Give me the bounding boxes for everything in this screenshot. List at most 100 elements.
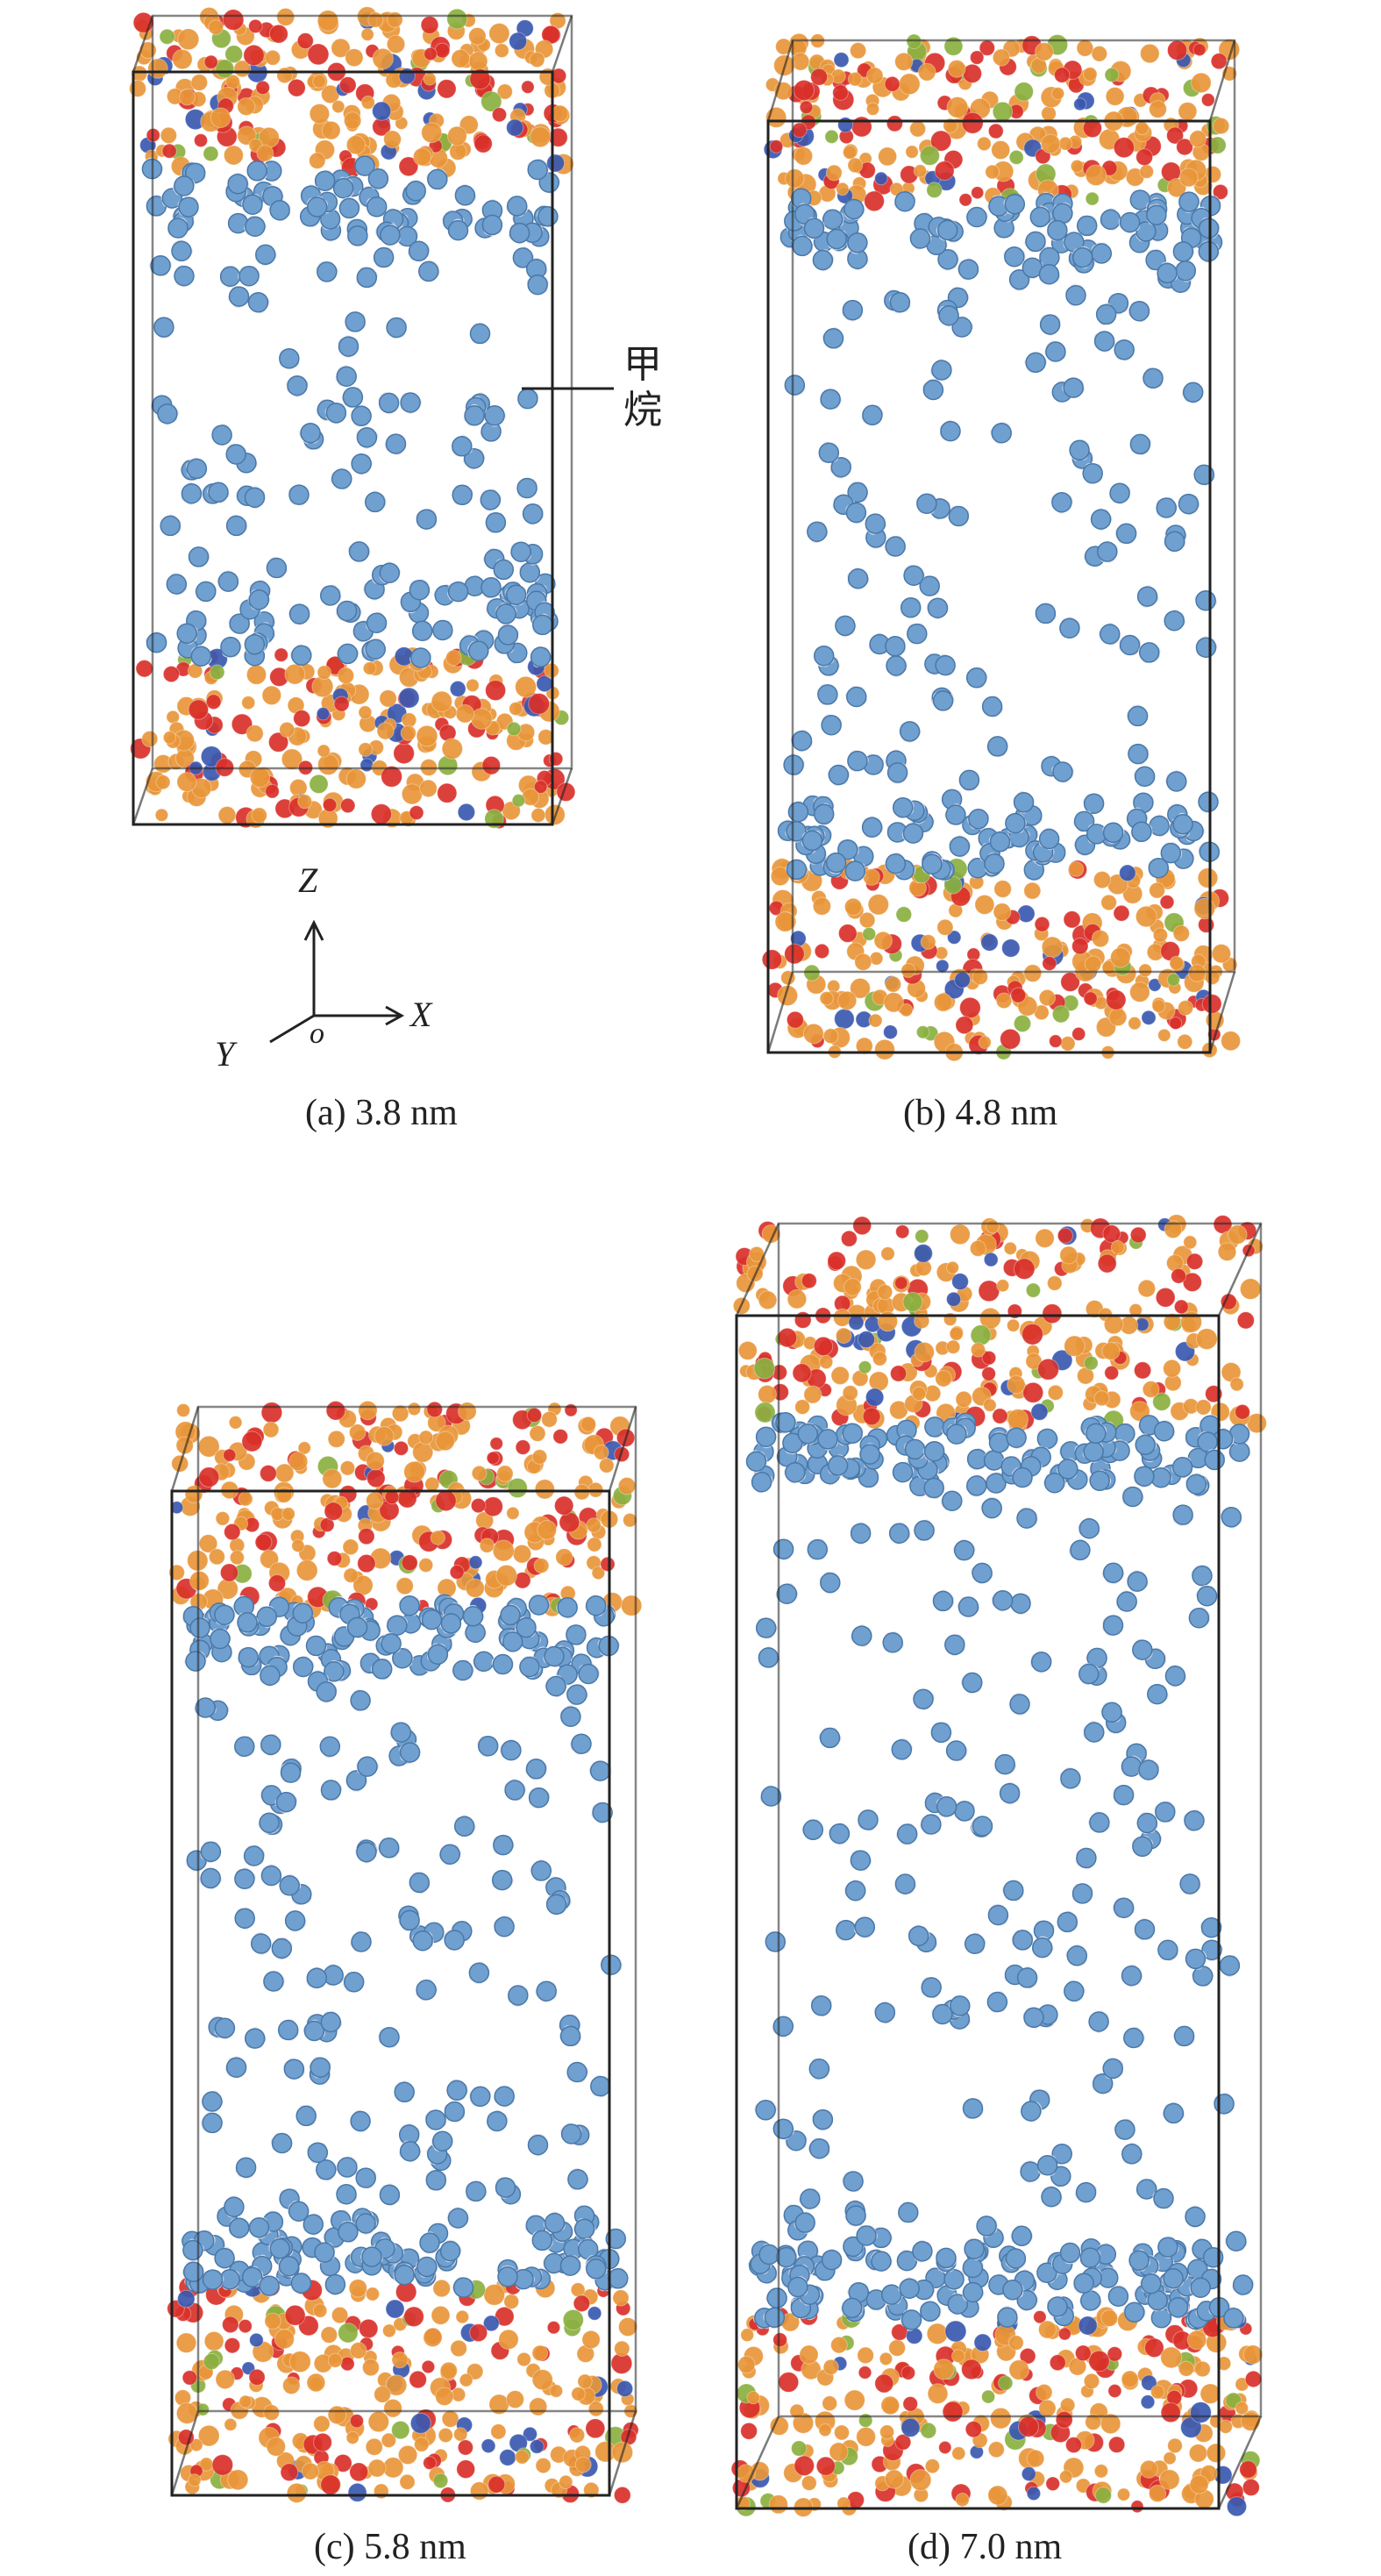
wall-atom [203, 146, 219, 162]
wall-atom [338, 2323, 359, 2344]
wall-atom [432, 2279, 452, 2298]
methane-molecule [893, 190, 916, 212]
wall-atom [470, 1497, 487, 1514]
carbon-atom [378, 392, 400, 414]
carbon-atom [822, 328, 844, 349]
methane-adsorbed-layer-lower [777, 788, 1221, 881]
carbon-atom [305, 1635, 327, 1657]
wall-atom [570, 2282, 586, 2298]
wall-atom [275, 1487, 293, 1503]
methane-molecule [1071, 246, 1093, 269]
wall-atom [503, 2294, 520, 2310]
methane-molecule [981, 696, 1003, 717]
wall-atom [261, 685, 282, 706]
carbon-atom [1198, 241, 1220, 262]
wall-atom [574, 2456, 592, 2473]
wall-atom [499, 2449, 516, 2466]
wall-atom [437, 79, 457, 99]
carbon-atom [927, 597, 949, 618]
carbon-atom [1172, 241, 1194, 262]
carbon-atom [364, 491, 386, 513]
wall-atom [1135, 905, 1157, 928]
carbon-atom [1083, 793, 1105, 815]
carbon-atom [1065, 284, 1086, 306]
wall-atom [435, 1431, 456, 1452]
wall-atom [1189, 130, 1207, 148]
methane-molecule [467, 640, 489, 661]
wall-atom [208, 19, 224, 35]
wall-atom [200, 746, 223, 767]
carbon-atom [1029, 206, 1051, 228]
carbon-atom [351, 405, 372, 426]
wall-atom [1070, 159, 1085, 174]
methane-molecule [1059, 617, 1080, 639]
methane-molecule [1133, 766, 1156, 788]
carbon-atom [1166, 771, 1187, 792]
methane-molecule [1129, 433, 1152, 456]
methane-molecule [1076, 215, 1098, 237]
carbon-atom [1069, 439, 1090, 461]
wall-atom [435, 2387, 454, 2407]
wall-atom [799, 100, 814, 115]
wall-atom [243, 44, 265, 67]
carbon-atom [345, 311, 366, 332]
carbon-atom [227, 173, 248, 195]
wall-atom [1008, 149, 1024, 165]
carbon-atom [336, 600, 358, 622]
wall-atom [367, 11, 384, 28]
wall-atom [612, 2289, 630, 2307]
carbon-atom [331, 468, 352, 489]
wall-atom [1172, 924, 1191, 943]
wall-atom [587, 1537, 602, 1552]
carbon-atom [288, 484, 310, 505]
methane-molecule [472, 1651, 495, 1673]
methane-molecule [939, 419, 961, 442]
wall-atom [155, 774, 171, 790]
wall-atom [447, 125, 467, 146]
wall-atom [266, 2437, 286, 2457]
methane-molecule [485, 512, 507, 533]
carbon-atom [214, 1604, 235, 1625]
wall-atom [1041, 105, 1057, 122]
carbon-atom [894, 190, 915, 212]
wall-atom [141, 731, 159, 747]
carbon-atom [447, 581, 469, 603]
methane-molecule [1069, 439, 1090, 461]
methane-molecule [1024, 231, 1047, 253]
wall-atom [466, 678, 480, 693]
carbon-atom [385, 433, 407, 454]
wall-atom [600, 1556, 616, 1573]
wall-atom [348, 2279, 367, 2298]
wall-atom [1051, 87, 1065, 101]
wall-atom [995, 992, 1013, 1010]
wall-atom [224, 2337, 241, 2354]
wall-atom [473, 134, 493, 153]
wall-atom [992, 101, 1014, 123]
wall-atom [289, 778, 308, 797]
wall-atom [208, 1548, 225, 1566]
wall-atom [491, 107, 508, 123]
carbon-atom [991, 422, 1012, 444]
wall-atom [1169, 955, 1185, 971]
methane-molecule [211, 424, 232, 446]
carbon-atom [351, 453, 372, 475]
carbon-atom [813, 803, 835, 825]
carbon-atom [336, 366, 357, 387]
carbon-atom [1013, 792, 1035, 813]
carbon-atom [160, 515, 181, 537]
carbon-atom [495, 603, 516, 624]
carbon-atom [522, 503, 544, 524]
methane-molecule [335, 365, 357, 387]
methane-molecule [364, 490, 387, 513]
wall-atom [837, 990, 858, 1010]
methane-molecule [783, 753, 805, 776]
wall-atom [439, 2361, 458, 2380]
methane-molecule [957, 258, 979, 281]
methane-molecule [171, 239, 193, 262]
methane-molecule [181, 482, 203, 505]
methane-molecule [452, 2276, 474, 2298]
carbon-atom [421, 1609, 443, 1631]
wall-atom [322, 1468, 343, 1489]
carbon-atom [225, 515, 247, 537]
